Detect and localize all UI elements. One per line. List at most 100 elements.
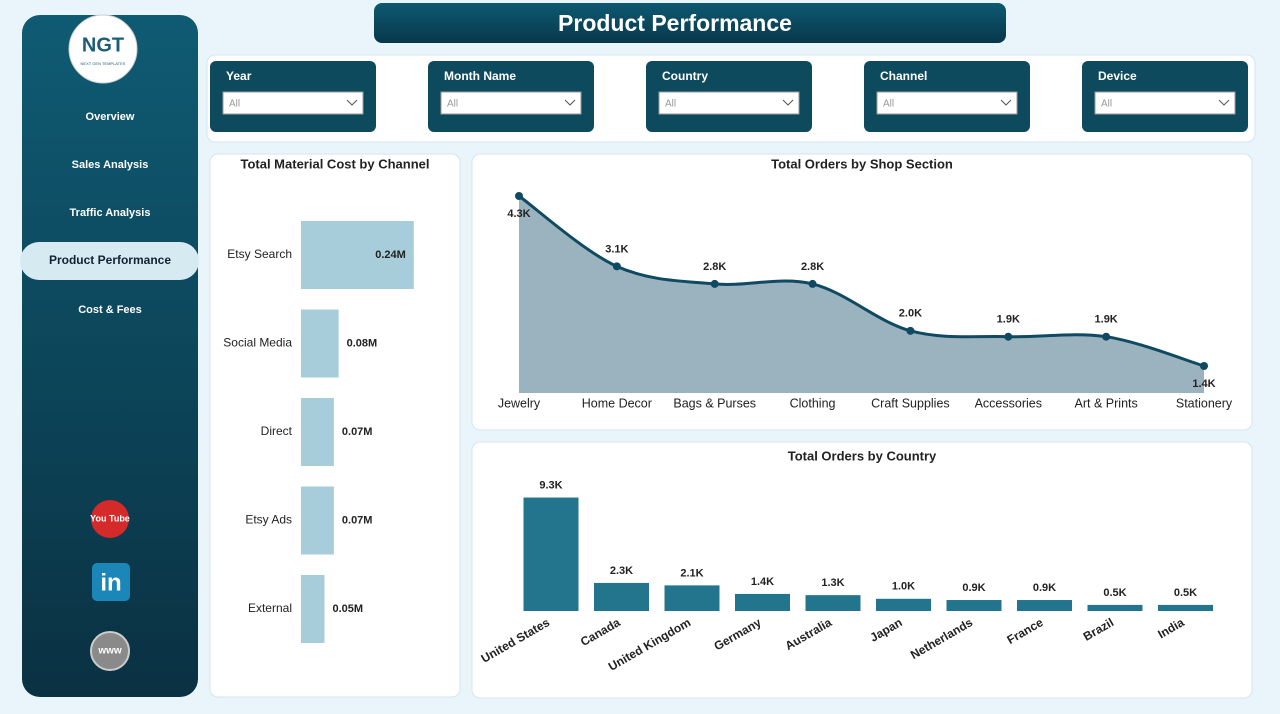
- chart-panel: [471, 441, 1253, 699]
- data-label: 1.4K: [1192, 378, 1215, 390]
- filter-dropdown[interactable]: [222, 91, 364, 115]
- bar: [664, 585, 720, 611]
- bar: [523, 497, 579, 611]
- data-label: 0.07M: [342, 426, 373, 438]
- data-label: 9.3K: [539, 479, 562, 491]
- filter-dropdown[interactable]: [876, 91, 1018, 115]
- area: [519, 196, 1204, 393]
- bar: [301, 309, 339, 378]
- bar: [1087, 604, 1143, 611]
- nav-item[interactable]: Overview: [86, 111, 135, 123]
- logo-subtext: NEXT GEN TEMPLATES: [81, 61, 126, 66]
- y-tick-label: Etsy Search: [227, 247, 292, 261]
- filter-label: Month Name: [444, 69, 516, 83]
- x-tick-label: Jewelry: [498, 396, 541, 410]
- logo: [68, 14, 138, 84]
- x-tick-label: Home Decor: [582, 396, 652, 410]
- nav-item[interactable]: Sales Analysis: [72, 159, 149, 171]
- y-tick-label: Direct: [261, 424, 293, 438]
- dropdown-arrow: [1000, 99, 1012, 106]
- bar: [301, 486, 334, 555]
- data-label: 0.08M: [347, 337, 378, 349]
- data-label: 2.1K: [680, 567, 703, 579]
- dropdown-arrow: [346, 99, 358, 106]
- filter-label: Year: [226, 69, 252, 83]
- chart-panel: [209, 153, 461, 698]
- bar: [301, 221, 414, 289]
- bar: [805, 595, 861, 611]
- linkedin-icon[interactable]: [92, 563, 130, 601]
- filter-dropdown[interactable]: [440, 91, 582, 115]
- filter-dropdown[interactable]: [1094, 91, 1236, 115]
- chart-title: Total Orders by Shop Section: [771, 156, 953, 171]
- point: [1200, 362, 1208, 370]
- bar: [301, 575, 325, 643]
- data-label: 1.9K: [1095, 314, 1118, 326]
- dropdown-arrow: [564, 99, 576, 106]
- logo-text: NGT: [82, 34, 124, 56]
- bar: [1017, 600, 1072, 611]
- data-label: 0.24M: [375, 249, 406, 261]
- bar: [594, 582, 649, 611]
- filter-value: All: [883, 99, 894, 110]
- nav-active-bg: [20, 242, 199, 280]
- linkedin-label: in: [100, 569, 121, 596]
- data-label: 1.9K: [997, 314, 1020, 326]
- dropdown-arrow: [1218, 99, 1230, 106]
- data-label: 1.0K: [892, 581, 915, 593]
- web-label: www: [97, 646, 122, 657]
- point: [808, 279, 817, 288]
- data-label: 1.4K: [751, 576, 774, 588]
- data-label: 0.5K: [1174, 587, 1197, 599]
- point: [1102, 332, 1111, 341]
- nav-item[interactable]: Traffic Analysis: [70, 207, 151, 219]
- filter-label: Channel: [880, 69, 927, 83]
- filter-value: All: [1101, 99, 1112, 110]
- x-tick-label: Art & Prints: [1075, 396, 1138, 410]
- filter-value: All: [665, 99, 676, 110]
- data-label: 2.0K: [899, 308, 922, 320]
- y-tick-label: External: [248, 601, 292, 615]
- filter-dropdown[interactable]: [658, 91, 800, 115]
- web-icon[interactable]: [90, 631, 130, 671]
- youtube-icon[interactable]: [91, 500, 129, 538]
- data-label: 0.07M: [342, 514, 373, 526]
- bar: [301, 398, 334, 466]
- filter-label: Country: [662, 69, 708, 83]
- x-tick-label: Stationery: [1176, 396, 1233, 410]
- data-label: 0.5K: [1103, 587, 1126, 599]
- x-tick-label: Craft Supplies: [871, 396, 950, 410]
- data-label: 2.8K: [801, 261, 824, 273]
- data-label: 4.3K: [507, 208, 530, 220]
- nav-item[interactable]: Cost & Fees: [78, 304, 142, 316]
- data-label: 2.3K: [610, 565, 633, 577]
- point: [612, 262, 621, 271]
- nav-item[interactable]: Product Performance: [49, 253, 171, 267]
- filter-value: All: [229, 99, 240, 110]
- point: [1004, 332, 1013, 341]
- data-label: 1.3K: [821, 577, 844, 589]
- point: [515, 192, 523, 200]
- youtube-label: You Tube: [90, 513, 130, 523]
- point: [906, 326, 915, 335]
- bar: [876, 598, 931, 611]
- data-label: 0.9K: [1033, 582, 1056, 594]
- data-label: 0.05M: [333, 603, 364, 615]
- filter-value: All: [447, 99, 458, 110]
- bar: [1158, 604, 1213, 611]
- data-label: 0.9K: [962, 582, 985, 594]
- data-label: 2.8K: [703, 261, 726, 273]
- x-tick-label: Bags & Purses: [673, 396, 756, 410]
- x-tick-label: Clothing: [790, 396, 836, 410]
- bar: [735, 593, 790, 611]
- chart-title: Total Material Cost by Channel: [240, 156, 429, 171]
- title-bar: [374, 3, 1006, 43]
- page-title: Product Performance: [558, 10, 792, 36]
- y-tick-label: Social Media: [223, 336, 292, 350]
- y-tick-label: Etsy Ads: [245, 513, 292, 527]
- point: [710, 279, 719, 288]
- data-label: 3.1K: [605, 243, 628, 255]
- sidebar: [22, 15, 198, 697]
